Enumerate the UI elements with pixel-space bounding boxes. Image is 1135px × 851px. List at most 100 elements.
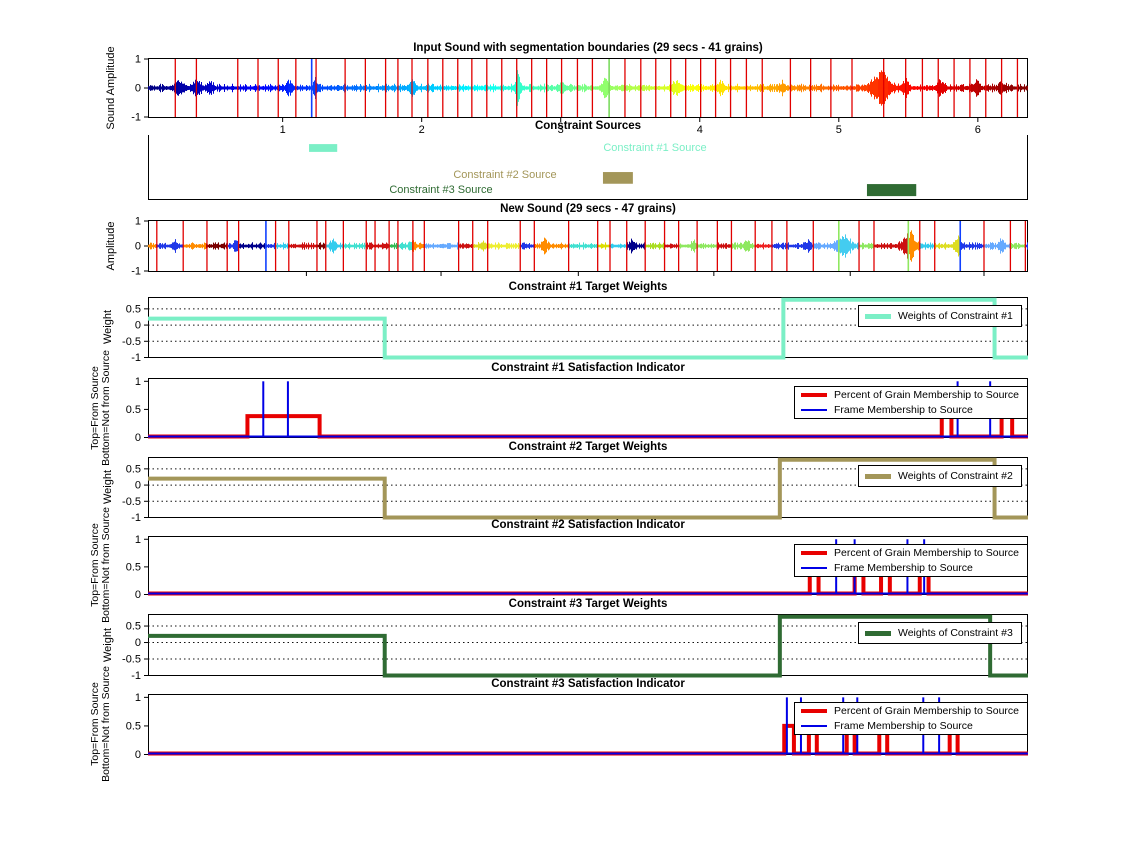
legend-label: Frame Membership to Source [834,562,973,574]
y-tick-label: 0.5 [126,404,141,416]
y-tick-label: -0.5 [122,336,141,348]
y-tick-label: 0.5 [126,621,141,633]
waveform [148,70,1028,106]
legend-row: Frame Membership to Source [801,562,1021,574]
legend-row: Frame Membership to Source [801,404,1021,416]
input-sound-waveform: 1 2 3 4 5 6 1 0 -1 [131,54,1028,136]
legend-row: Weights of Constraint #3 [865,627,1015,639]
new-sound-plot-area: 1 0 -1 [131,216,1028,278]
constraint-sources-plot-area [148,135,1028,200]
ylabel-line-bottom: Bottom=Not from Source [100,507,112,623]
y-tick-labels: 0.5 0 -0.5 -1 [122,621,148,682]
blue-line-swatch [801,409,827,411]
legend-row: Weights of Constraint #2 [865,470,1015,482]
y-tick-label: 0 [135,589,141,601]
legend-label: Weights of Constraint #2 [898,470,1013,482]
y-tick-label: -0.5 [122,496,141,508]
y-tick-label: 0 [135,749,141,761]
constraint3-satisfaction-title: Constraint #3 Satisfaction Indicator [491,678,685,690]
y-tick-label: 1 [135,534,141,546]
red-line-swatch [801,551,827,555]
constraint-sources-title: Constraint Sources [534,120,642,132]
y-tick-label: -1 [131,670,141,682]
constraint2-weights-legend: Weights of Constraint #2 [858,465,1022,487]
constraint1-weights-legend: Weights of Constraint #1 [858,305,1022,327]
constraint3-source-label: Constraint #3 Source [389,184,493,196]
constraint1-source-label: Constraint #1 Source [603,142,707,154]
legend-label: Frame Membership to Source [834,404,973,416]
constraint1-weights-line: 0.5 0 -0.5 -1 [122,297,1028,364]
constraint1-satisfaction-legend: Percent of Grain Membership to Source Fr… [794,386,1028,419]
red-line-swatch [801,393,827,397]
y-tick-labels: 0.5 0 -0.5 -1 [122,303,148,364]
constraint3-weights-plot-area: 0.5 0 -0.5 -1 [122,614,1028,682]
input-sound-ylabel: Sound Amplitude [105,46,117,130]
y-tick-label: 1 [135,54,141,66]
red-line-swatch [801,709,827,713]
weights-step-line [148,297,1028,360]
legend-row: Percent of Grain Membership to Source [801,389,1021,401]
constraint-source-bar [602,172,633,184]
ylabel-line-bottom: Bottom=Not from Source [100,350,112,466]
x-tick-label: 1 [280,124,286,136]
legend-label: Percent of Grain Membership to Source [834,547,1020,559]
legend-label: Frame Membership to Source [834,720,973,732]
y-tick-label: 0.5 [126,561,141,573]
y-tick-label: 0 [135,241,141,253]
y-tick-label: -0.5 [122,654,141,666]
y-tick-label: 0 [135,83,141,95]
x-ticks: 1 2 3 4 5 6 [280,118,981,136]
constraint3-satisfaction-legend: Percent of Grain Membership to Source Fr… [794,702,1028,735]
waveform [148,230,1028,262]
constraint2-weights-plot-area: 0.5 0 -0.5 -1 [122,457,1028,524]
constraint3-weights-title: Constraint #3 Target Weights [508,598,668,610]
constraint-source-bar [309,144,338,152]
input-sound-title: Input Sound with segmentation boundaries… [413,42,763,54]
input-sound-plot-area: 1 2 3 4 5 6 1 0 -1 [131,54,1028,136]
y-tick-label: 0.5 [126,720,141,732]
y-tick-label: -1 [131,512,141,524]
x-tick-label: 2 [419,124,425,136]
aquamarine-line-swatch [865,313,891,319]
constraint3-weights-legend: Weights of Constraint #3 [858,622,1022,644]
constraint2-weights-line: 0.5 0 -0.5 -1 [122,457,1028,524]
y-tick-label: -1 [131,112,141,124]
constraint-source-bar [866,184,917,197]
ylabel-line-bottom: Bottom=Not from Source [100,666,112,782]
weights-step-line [148,457,1028,520]
legend-row: Percent of Grain Membership to Source [801,547,1021,559]
constraint2-satisfaction-title: Constraint #2 Satisfaction Indicator [491,519,685,531]
constraint2-weights-title: Constraint #2 Target Weights [508,441,668,453]
x-tick-label: 6 [975,124,981,136]
y-tick-labels: 10.50 [126,376,148,444]
constraint3-weights-ylabel: Weight [102,627,114,663]
y-tick-label: 0.5 [126,463,141,475]
constraint2-weights-ylabel: Weight [102,469,114,505]
legend-label: Weights of Constraint #3 [898,627,1013,639]
legend-row: Frame Membership to Source [801,720,1021,732]
x-tick-label: 4 [697,124,703,136]
y-tick-label: 1 [135,692,141,704]
segmentation-boundaries [156,221,1027,271]
new-sound-title: New Sound (29 secs - 47 grains) [500,203,676,215]
x-tick-label: 3 [558,124,564,136]
constraint1-weights-ylabel: Weight [102,309,114,345]
legend-row: Weights of Constraint #1 [865,310,1015,322]
constraint1-satisfaction-ylabel: Top=From Source Bottom=Not from Source [89,350,112,466]
constraint2-satisfaction-legend: Percent of Grain Membership to Source Fr… [794,544,1028,577]
constraint2-source-label: Constraint #2 Source [453,169,557,181]
green-line-swatch [865,630,891,636]
x-tick-label: 5 [836,124,842,136]
y-tick-label: 0 [135,637,141,649]
y-tick-label: -1 [131,266,141,278]
y-tick-label: 0 [135,320,141,332]
constraint1-weights-plot-area: 0.5 0 -0.5 -1 [122,297,1028,364]
y-tick-label: -1 [131,352,141,364]
constraint1-weights-title: Constraint #1 Target Weights [508,281,668,293]
sources-frame [148,135,1028,200]
blue-line-swatch [801,725,827,727]
y-tick-labels: 10.50 [126,692,148,761]
y-tick-labels: 1 0 -1 [131,216,148,278]
khaki-line-swatch [865,473,891,479]
y-tick-labels: 10.50 [126,534,148,601]
